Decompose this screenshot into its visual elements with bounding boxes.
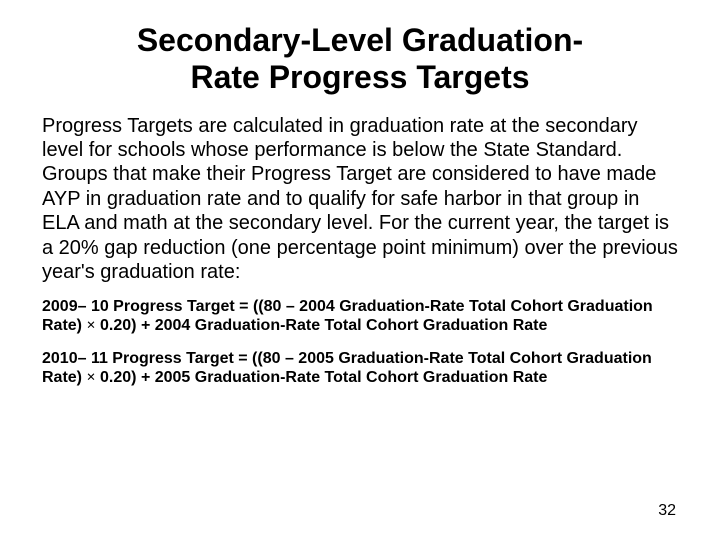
slide-title: Secondary-Level Graduation- Rate Progres…: [42, 22, 678, 96]
slide-container: Secondary-Level Graduation- Rate Progres…: [0, 0, 720, 540]
title-line-1: Secondary-Level Graduation-: [137, 22, 583, 58]
formula-2010-11: 2010– 11 Progress Target = ((80 – 2005 G…: [42, 350, 678, 388]
multiply-symbol: ×: [86, 317, 95, 334]
formula-2009-10: 2009– 10 Progress Target = ((80 – 2004 G…: [42, 298, 678, 336]
formula-text: 0.20) + 2005 Graduation-Rate Total Cohor…: [96, 369, 548, 386]
title-line-2: Rate Progress Targets: [190, 59, 529, 95]
formula-text: 0.20) + 2004 Graduation-Rate Total Cohor…: [96, 317, 548, 334]
multiply-symbol: ×: [86, 369, 95, 386]
body-paragraph: Progress Targets are calculated in gradu…: [42, 114, 678, 285]
page-number: 32: [658, 502, 676, 520]
